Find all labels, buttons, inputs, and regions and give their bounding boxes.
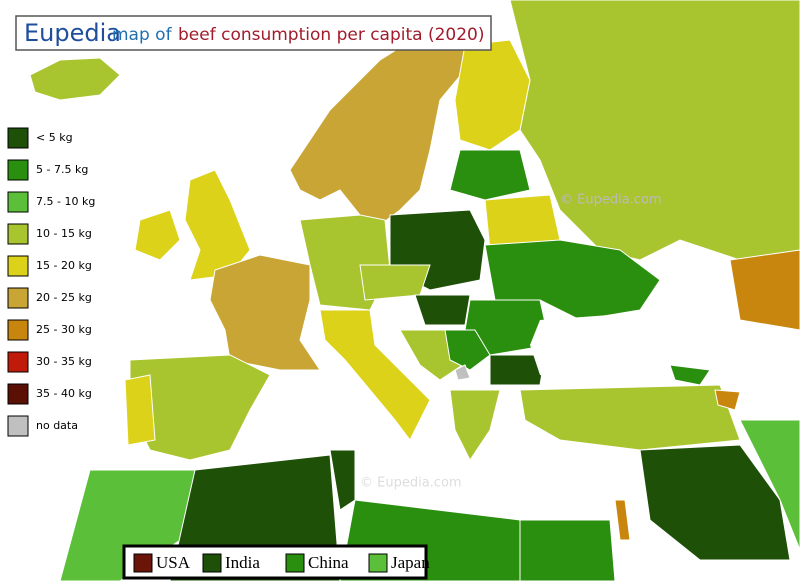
black-sea [530,315,660,385]
legend-swatch [7,351,29,373]
legend-label: 10 - 15 kg [36,227,92,240]
title-prefix: map of [112,25,173,45]
romania [464,299,551,356]
caspian-sea [745,330,780,390]
israel [614,499,631,541]
iran [739,419,800,551]
iceland [29,57,121,101]
legend-swatch [368,553,388,573]
legend-swatch [7,415,29,437]
legend-label: Japan [391,553,430,572]
legend-label: no data [36,419,78,432]
portugal [124,374,156,446]
egypt [519,519,616,581]
legend-swatch [7,287,29,309]
legend-swatch [202,553,222,573]
bulgaria [489,354,546,386]
legend-label: 20 - 25 kg [36,291,92,304]
legend-swatch [7,191,29,213]
legend-label: 5 - 7.5 kg [36,163,88,176]
baltics [449,149,531,201]
georgia [669,364,711,386]
countries [29,0,800,581]
legend-swatch [7,383,29,405]
legend-label: 25 - 30 kg [36,323,92,336]
france [209,254,321,371]
watermark: © Eupedia.com [360,476,462,491]
legend-label: < 5 kg [36,131,73,144]
hungary [414,294,471,326]
italy [319,309,431,441]
legend-label: 15 - 20 kg [36,259,92,272]
legend-label: India [225,553,260,572]
legend-swatch [7,223,29,245]
kazakhstan [729,249,800,331]
legend-label: 7.5 - 10 kg [36,195,95,208]
watermark: © Eupedia.com [560,193,662,208]
legend-swatch [133,553,153,573]
legend-swatch [285,553,305,573]
serbia [444,329,491,371]
legend-label: 30 - 35 kg [36,355,92,368]
legend-label: China [308,553,349,572]
legend-label: 35 - 40 kg [36,387,92,400]
legend-swatch [7,255,29,277]
kosovo [454,364,471,381]
armenia [714,389,741,411]
legend: < 5 kg 5 - 7.5 kg 7.5 - 10 kg 10 - 15 kg 15 … [7,127,95,437]
legend-swatch [7,127,29,149]
greece [449,389,501,461]
syria-iraq [639,444,791,561]
comparison-legend: USA India China Japan [122,544,430,580]
legend-label: USA [156,553,191,572]
legend-swatch [7,159,29,181]
header-box [15,15,492,51]
finland [454,39,531,151]
ireland [134,209,181,261]
brand: Eupedia [24,19,121,47]
legend-swatch [7,319,29,341]
title: beef consumption per capita (2020) [178,25,485,45]
